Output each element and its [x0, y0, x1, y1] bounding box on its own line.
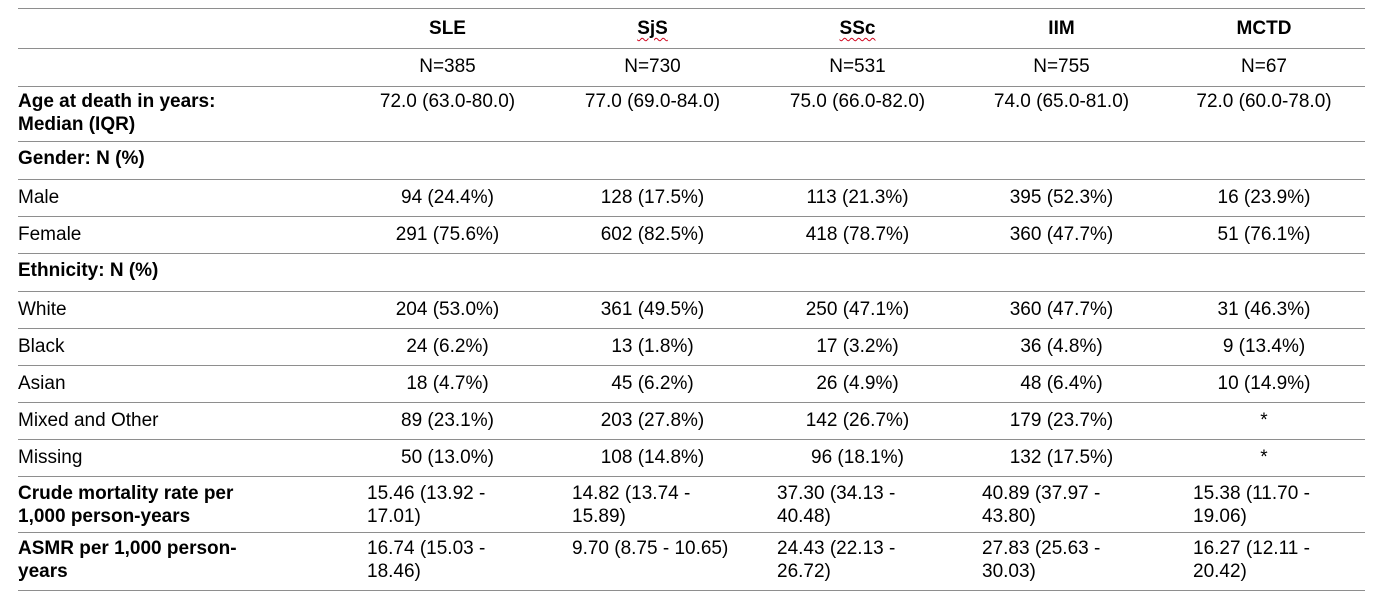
- black-sle: 24 (6.2%): [345, 328, 550, 366]
- age-sle: 72.0 (63.0-80.0): [345, 86, 550, 142]
- male-sle: 94 (24.4%): [345, 179, 550, 217]
- age-label: Age at death in years: Median (IQR): [18, 86, 345, 142]
- mixed-sle: 89 (23.1%): [345, 402, 550, 440]
- female-sle: 291 (75.6%): [345, 216, 550, 254]
- mixed-ssc: 142 (26.7%): [755, 402, 960, 440]
- gender-group-row: Gender: N (%): [18, 141, 1365, 180]
- age-sjs: 77.0 (69.0-84.0): [550, 86, 755, 142]
- asmr-iim: 27.83 (25.63 - 30.03): [960, 532, 1163, 591]
- female-sjs: 602 (82.5%): [550, 216, 755, 254]
- table-row: Missing 50 (13.0%) 108 (14.8%) 96 (18.1%…: [18, 439, 1365, 477]
- male-label: Male: [18, 179, 345, 217]
- n-empty-cell: [18, 48, 345, 87]
- female-ssc: 418 (78.7%): [755, 216, 960, 254]
- male-iim: 395 (52.3%): [960, 179, 1163, 217]
- age-ssc: 75.0 (66.0-82.0): [755, 86, 960, 142]
- white-iim: 360 (47.7%): [960, 291, 1163, 329]
- female-iim: 360 (47.7%): [960, 216, 1163, 254]
- n-mctd: N=67: [1163, 48, 1365, 87]
- male-ssc: 113 (21.3%): [755, 179, 960, 217]
- n-sle: N=385: [345, 48, 550, 87]
- col-header-sle: SLE: [345, 8, 550, 49]
- age-mctd: 72.0 (60.0-78.0): [1163, 86, 1365, 142]
- black-label: Black: [18, 328, 345, 366]
- male-mctd: 16 (23.9%): [1163, 179, 1365, 217]
- table-row: Asian 18 (4.7%) 45 (6.2%) 26 (4.9%) 48 (…: [18, 365, 1365, 403]
- black-mctd: 9 (13.4%): [1163, 328, 1365, 366]
- table-row: Black 24 (6.2%) 13 (1.8%) 17 (3.2%) 36 (…: [18, 328, 1365, 366]
- n-ssc: N=531: [755, 48, 960, 87]
- white-mctd: 31 (46.3%): [1163, 291, 1365, 329]
- crude-mctd: 15.38 (11.70 - 19.06): [1163, 476, 1365, 533]
- crude-mortality-row: Crude mortality rate per 1,000 person-ye…: [18, 476, 1365, 533]
- missing-mctd: *: [1163, 439, 1365, 477]
- black-ssc: 17 (3.2%): [755, 328, 960, 366]
- table-row: Female 291 (75.6%) 602 (82.5%) 418 (78.7…: [18, 216, 1365, 254]
- header-empty-cell: [18, 8, 345, 49]
- n-iim: N=755: [960, 48, 1163, 87]
- white-sle: 204 (53.0%): [345, 291, 550, 329]
- asmr-row: ASMR per 1,000 person- years 16.74 (15.0…: [18, 532, 1365, 591]
- asmr-sle: 16.74 (15.03 - 18.46): [345, 532, 550, 591]
- table-row: White 204 (53.0%) 361 (49.5%) 250 (47.1%…: [18, 291, 1365, 329]
- crude-ssc: 37.30 (34.13 - 40.48): [755, 476, 960, 533]
- col-header-ssc: SSc: [839, 18, 876, 39]
- mixed-mctd: *: [1163, 402, 1365, 440]
- crude-sjs: 14.82 (13.74 - 15.89): [550, 476, 755, 533]
- crude-sle: 15.46 (13.92 - 17.01): [345, 476, 550, 533]
- mortality-table: SLE SjS SSc IIM MCTD N=385 N=730 N=531 N…: [18, 8, 1365, 591]
- asian-iim: 48 (6.4%): [960, 365, 1163, 403]
- missing-sle: 50 (13.0%): [345, 439, 550, 477]
- header-row: SLE SjS SSc IIM MCTD: [18, 8, 1365, 49]
- asmr-sjs: 9.70 (8.75 - 10.65): [550, 532, 755, 591]
- mixed-sjs: 203 (27.8%): [550, 402, 755, 440]
- white-label: White: [18, 291, 345, 329]
- crude-label: Crude mortality rate per 1,000 person-ye…: [18, 476, 345, 533]
- crude-iim: 40.89 (37.97 - 43.80): [960, 476, 1163, 533]
- mixed-label: Mixed and Other: [18, 402, 345, 440]
- ethnicity-label: Ethnicity: N (%): [18, 253, 345, 292]
- missing-label: Missing: [18, 439, 345, 477]
- white-sjs: 361 (49.5%): [550, 291, 755, 329]
- ethnicity-group-row: Ethnicity: N (%): [18, 253, 1365, 292]
- table-row: Mixed and Other 89 (23.1%) 203 (27.8%) 1…: [18, 402, 1365, 440]
- col-header-sjs: SjS: [637, 18, 668, 39]
- age-row: Age at death in years: Median (IQR) 72.0…: [18, 86, 1365, 142]
- missing-iim: 132 (17.5%): [960, 439, 1163, 477]
- gender-label: Gender: N (%): [18, 141, 345, 180]
- n-row: N=385 N=730 N=531 N=755 N=67: [18, 48, 1365, 87]
- asian-ssc: 26 (4.9%): [755, 365, 960, 403]
- male-sjs: 128 (17.5%): [550, 179, 755, 217]
- missing-sjs: 108 (14.8%): [550, 439, 755, 477]
- asmr-ssc: 24.43 (22.13 - 26.72): [755, 532, 960, 591]
- asmr-mctd: 16.27 (12.11 - 20.42): [1163, 532, 1365, 591]
- black-iim: 36 (4.8%): [960, 328, 1163, 366]
- missing-ssc: 96 (18.1%): [755, 439, 960, 477]
- female-mctd: 51 (76.1%): [1163, 216, 1365, 254]
- col-header-mctd: MCTD: [1163, 8, 1365, 49]
- table-row: Male 94 (24.4%) 128 (17.5%) 113 (21.3%) …: [18, 179, 1365, 217]
- white-ssc: 250 (47.1%): [755, 291, 960, 329]
- asian-sjs: 45 (6.2%): [550, 365, 755, 403]
- asian-mctd: 10 (14.9%): [1163, 365, 1365, 403]
- n-sjs: N=730: [550, 48, 755, 87]
- asian-label: Asian: [18, 365, 345, 403]
- col-header-iim: IIM: [960, 8, 1163, 49]
- black-sjs: 13 (1.8%): [550, 328, 755, 366]
- asian-sle: 18 (4.7%): [345, 365, 550, 403]
- female-label: Female: [18, 216, 345, 254]
- mixed-iim: 179 (23.7%): [960, 402, 1163, 440]
- asmr-label: ASMR per 1,000 person- years: [18, 532, 345, 591]
- age-iim: 74.0 (65.0-81.0): [960, 86, 1163, 142]
